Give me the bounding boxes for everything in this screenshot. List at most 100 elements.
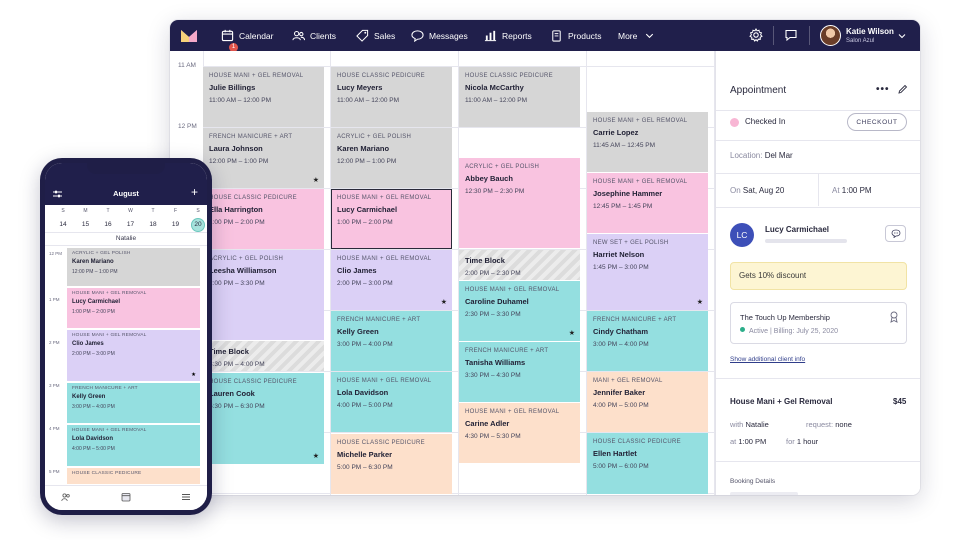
divider xyxy=(716,173,920,174)
message-client-button[interactable] xyxy=(885,225,906,242)
appointment-card[interactable]: MANI + GEL REMOVAL Jennifer Baker 4:00 PM … xyxy=(587,372,708,432)
client-name[interactable]: Lucy Carmichael xyxy=(765,225,830,234)
appointment-card[interactable]: FRENCH MANICURE + ART Kelly Green 3:00 PM … xyxy=(67,383,200,423)
menu-icon[interactable] xyxy=(181,492,191,502)
chat-icon xyxy=(410,29,424,43)
chevron-down-icon[interactable] xyxy=(898,32,906,40)
location-row[interactable]: Location: Del Mar xyxy=(730,151,793,160)
filter-icon[interactable] xyxy=(53,190,62,198)
nav-label: Clients xyxy=(310,30,336,41)
divider xyxy=(818,174,819,206)
appointment-card[interactable]: HOUSE CLASSIC PEDICURE Lucy Meyers 11:00 A… xyxy=(331,67,452,127)
time-row[interactable]: At 1:00 PM xyxy=(832,186,872,195)
appointment-client: Kelly Green xyxy=(337,327,379,336)
month-title[interactable]: August xyxy=(113,189,139,198)
duration-row[interactable]: for 1 hour xyxy=(786,437,818,446)
appointment-service: ACRYLIC + GEL POLISH xyxy=(209,256,284,262)
star-icon: ★ xyxy=(696,299,703,306)
nav-products[interactable]: Products xyxy=(549,20,602,51)
start-time-row[interactable]: at 1:00 PM xyxy=(730,437,766,446)
appointment-card[interactable]: HOUSE CLASSIC PEDICURE Nicola McCarthy 11:… xyxy=(459,67,580,127)
appointment-card[interactable]: HOUSE MANI + GEL REMOVAL Carine Adler 4:30… xyxy=(459,403,580,463)
nav-clients[interactable]: Clients xyxy=(291,20,336,51)
appointment-card[interactable]: ACRYLIC + GEL POLISH Karen Mariano 12:00 P… xyxy=(331,128,452,188)
chat-icon xyxy=(891,229,900,238)
gear-icon[interactable] xyxy=(749,28,763,42)
appointment-time: 3:00 PM – 4:00 PM xyxy=(72,404,115,410)
time-block[interactable]: Time Block 2:00 PM – 2:30 PM xyxy=(459,250,580,280)
show-client-info-link[interactable]: Show additional client info xyxy=(730,356,806,363)
appointment-card[interactable]: HOUSE MANI + GEL REMOVAL Clio James 2:00 P… xyxy=(67,330,200,381)
client-avatar[interactable]: LC xyxy=(730,223,754,247)
day-cell[interactable]: T 16 xyxy=(99,205,117,232)
checkout-button[interactable]: CHECKOUT xyxy=(847,113,907,131)
calendar-grid[interactable]: 11 AM 12 PM HOUSE MANI + GEL REMOVAL Juli… xyxy=(170,51,715,495)
appointment-service: HOUSE CLASSIC PEDICURE xyxy=(209,379,297,385)
pencil-icon[interactable] xyxy=(897,84,908,95)
appointment-service: HOUSE MANI + GEL REMOVAL xyxy=(593,179,688,185)
day-cell[interactable]: S 20 xyxy=(189,205,207,232)
membership-card[interactable]: The Touch Up Membership Active | Billing… xyxy=(730,302,907,344)
appointment-time: 5:30 PM – 6:30 PM xyxy=(209,403,265,410)
chat-bubble-icon[interactable] xyxy=(784,28,798,42)
appointment-card[interactable]: HOUSE MANI + GEL REMOVAL Caroline Duhamel… xyxy=(459,281,580,341)
calendar-tab-icon[interactable] xyxy=(121,492,131,502)
start-label: at xyxy=(730,437,737,446)
appointment-card[interactable]: HOUSE MANI + GEL REMOVAL Lucy Carmichael 1… xyxy=(331,189,452,249)
staff-row[interactable]: with Natalie xyxy=(730,420,769,429)
day-number: 16 xyxy=(104,221,112,228)
day-cell[interactable]: F 19 xyxy=(167,205,185,232)
appointment-card[interactable]: HOUSE MANI + GEL REMOVAL Josephine Hammer… xyxy=(587,173,708,233)
mangomint-logo-icon[interactable] xyxy=(180,27,198,43)
day-number: 19 xyxy=(171,221,180,228)
nav-sales[interactable]: Sales xyxy=(355,20,395,51)
staff-name[interactable]: Natalie xyxy=(45,233,207,246)
appointment-card[interactable]: ACRYLIC + GEL POLISH Karen Mariano 12:00 P… xyxy=(67,248,200,286)
appointment-card[interactable]: FRENCH MANICURE + ART Kelly Green 3:00 PM … xyxy=(331,311,452,371)
nav-messages[interactable]: Messages xyxy=(410,20,468,51)
appointment-card[interactable]: FRENCH MANICURE + ART Cindy Chatham 3:00 P… xyxy=(587,311,708,371)
appointment-card[interactable]: HOUSE CLASSIC PEDICURE Ella Harrington 1:0… xyxy=(203,189,324,249)
appointment-card[interactable]: FRENCH MANICURE + ART Tanisha Williams 3:3… xyxy=(459,342,580,402)
notification-badge: 1 xyxy=(229,42,238,52)
appointment-client: Kelly Green xyxy=(72,394,106,400)
nav-more[interactable]: More xyxy=(618,20,656,51)
appointment-card[interactable]: HOUSE CLASSIC PEDICURE xyxy=(67,468,200,484)
appointment-card[interactable]: HOUSE MANI + GEL REMOVAL Carrie Lopez 11:4… xyxy=(587,112,708,172)
clients-tab-icon[interactable] xyxy=(61,492,71,502)
day-cell[interactable]: M 15 xyxy=(77,205,95,232)
day-number: 15 xyxy=(81,221,90,228)
appointment-card[interactable]: HOUSE CLASSIC PEDICURE Michelle Parker 5:0… xyxy=(331,434,452,494)
date-row[interactable]: On Sat, Aug 20 xyxy=(730,186,784,195)
user-name[interactable]: Katie Wilson xyxy=(846,27,894,36)
membership-status: Active | Billing: July 25, 2020 xyxy=(740,327,838,335)
appointment-client: Tanisha Williams xyxy=(465,358,526,367)
nav-calendar[interactable]: 1 Calendar xyxy=(220,20,274,52)
day-cell[interactable]: W 17 xyxy=(122,205,140,232)
appointment-card[interactable]: HOUSE MANI + GEL REMOVAL Clio James 2:00 P… xyxy=(331,250,452,310)
appointment-client: Clio James xyxy=(337,266,377,275)
request-row[interactable]: request: none xyxy=(806,420,852,429)
appointment-card[interactable]: HOUSE MANI + GEL REMOVAL Lola Davidson 4:0… xyxy=(331,372,452,432)
more-options-icon[interactable]: ••• xyxy=(876,84,890,95)
day-cell[interactable]: T 18 xyxy=(144,205,162,232)
appointment-card[interactable]: HOUSE MANI + GEL REMOVAL Lola Davidson 4:0… xyxy=(67,425,200,466)
appointment-card[interactable]: NEW SET + GEL POLISH Harriet Nelson 1:45 P… xyxy=(587,234,708,310)
add-appointment-button[interactable]: + xyxy=(191,185,199,199)
appointment-client: Carrie Lopez xyxy=(593,128,639,137)
appointment-card[interactable]: FRENCH MANICURE + ART Laura Johnson 12:00 … xyxy=(203,128,324,188)
user-avatar[interactable] xyxy=(820,25,841,46)
day-cell[interactable]: S 14 xyxy=(54,205,72,232)
appointment-card[interactable]: ACRYLIC + GEL POLISH Abbey Bauch 12:30 PM … xyxy=(459,158,580,248)
booking-details-label: Booking Details xyxy=(730,478,776,485)
nav-label: Calendar xyxy=(239,30,274,41)
tag-icon xyxy=(355,29,369,43)
time-block[interactable]: Time Block 3:30 PM – 4:00 PM xyxy=(203,341,324,371)
appointment-card[interactable]: HOUSE MANI + GEL REMOVAL Julie Billings 11… xyxy=(203,67,324,127)
appointment-card[interactable]: HOUSE MANI + GEL REMOVAL Lucy Carmichael 1… xyxy=(67,288,200,328)
appointment-card[interactable]: HOUSE CLASSIC PEDICURE Ellen Hartlet 5:00 … xyxy=(587,433,708,494)
appointment-card[interactable]: HOUSE CLASSIC PEDICURE Lauren Cook 5:30 PM… xyxy=(203,373,324,464)
nav-reports[interactable]: Reports xyxy=(483,20,532,51)
appointment-card[interactable]: ACRYLIC + GEL POLISH Leesha Williamson 2:0… xyxy=(203,250,324,340)
